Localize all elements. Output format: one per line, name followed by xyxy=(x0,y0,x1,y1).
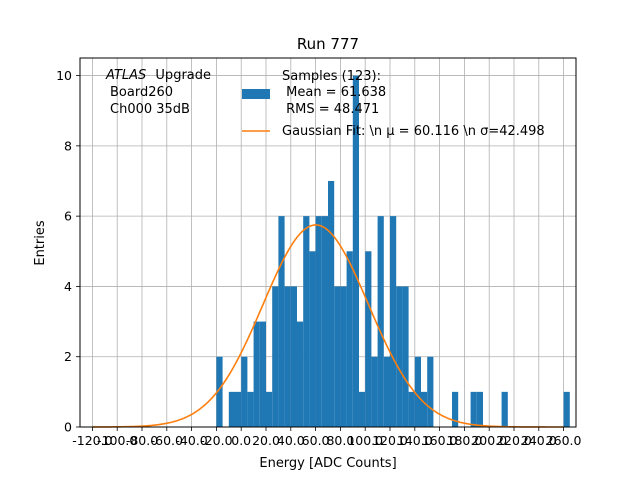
x-tick-label: 80.0 xyxy=(326,433,354,448)
y-axis-label: Entries xyxy=(33,220,48,266)
histogram-bar xyxy=(346,251,353,427)
histogram-bar xyxy=(470,391,477,427)
x-tick-label: -20.0 xyxy=(200,433,232,448)
annotation-channel: Ch000 35dB xyxy=(110,102,190,117)
legend-rms-label: RMS = 48.471 xyxy=(282,102,379,117)
histogram-bar xyxy=(402,286,409,427)
histogram-bar xyxy=(228,391,235,427)
annotation-board: Board260 xyxy=(110,85,173,100)
histogram-bar xyxy=(247,391,254,427)
histogram-bar xyxy=(359,391,366,427)
histogram-bar xyxy=(297,321,304,427)
gaussian-fit xyxy=(92,224,564,428)
x-tick-label: -40.0 xyxy=(175,433,207,448)
histogram-bar xyxy=(390,216,397,427)
histogram-bar xyxy=(452,391,459,427)
x-tick-label: -80.0 xyxy=(126,433,158,448)
histogram-bar xyxy=(377,216,384,427)
x-tick-label: 100.0 xyxy=(347,433,383,448)
x-tick-label: 20.0 xyxy=(252,433,280,448)
histogram-bar xyxy=(272,286,279,427)
histogram-bar xyxy=(476,391,483,427)
histogram-bar xyxy=(253,321,260,427)
x-tick-label: 260.0 xyxy=(546,433,582,448)
x-tick-label: 60.0 xyxy=(302,433,330,448)
x-tick-label: 180.0 xyxy=(447,433,483,448)
histogram-bar xyxy=(235,391,242,427)
y-tick-label: 4 xyxy=(64,279,72,294)
histogram-bar xyxy=(383,356,390,427)
annotation-line-1: ATLAS Upgrade xyxy=(105,68,211,83)
chart-title: Run 777 xyxy=(297,35,359,53)
atlas-annotation: ATLAS Upgrade Board260 Ch000 35dB xyxy=(105,68,211,117)
histogram-bar xyxy=(396,286,403,427)
histogram-bar xyxy=(352,75,359,428)
histogram-bar xyxy=(315,216,322,427)
x-tick-label: -120.0 xyxy=(72,433,112,448)
histogram-bar xyxy=(241,356,248,427)
y-tick-label: 2 xyxy=(64,349,72,364)
x-tick-label: 140.0 xyxy=(397,433,433,448)
x-tick-label: 220.0 xyxy=(496,433,532,448)
histogram-bar xyxy=(309,251,316,427)
gaussian-fit-curve xyxy=(92,224,564,428)
legend: Samples (123): Mean = 61.638 RMS = 48.47… xyxy=(242,69,545,139)
annotation-upgrade: Upgrade xyxy=(155,68,211,83)
histogram-bar xyxy=(334,286,341,427)
y-tick-label: 6 xyxy=(64,209,72,224)
x-tick-label: 40.0 xyxy=(277,433,305,448)
histogram-bar xyxy=(371,356,378,427)
x-tick-label: 0.0 xyxy=(231,433,251,448)
legend-mean-label: Mean = 61.638 xyxy=(282,85,386,100)
x-tick-label: 120.0 xyxy=(372,433,408,448)
axes-frame xyxy=(79,57,577,428)
axes xyxy=(79,57,577,428)
legend-fit-label: Gaussian Fit: \n μ = 60.116 \n σ=42.498 xyxy=(282,124,545,139)
histogram-bar xyxy=(216,356,223,427)
histogram-bar xyxy=(328,181,335,427)
histogram-bars xyxy=(216,75,570,428)
histogram-bar xyxy=(501,391,508,427)
annotation-atlas: ATLAS xyxy=(105,68,146,83)
y-tick-label: 0 xyxy=(64,420,72,435)
x-ticks: -120.0-100.0-80.0-60.0-40.0-20.00.0 20.04… xyxy=(72,427,582,448)
y-ticks: 0 2 4 6 8 10 xyxy=(56,68,80,435)
histogram-bar xyxy=(266,391,273,427)
x-tick-label: -60.0 xyxy=(151,433,183,448)
x-tick-label: 200.0 xyxy=(471,433,507,448)
y-tick-label: 10 xyxy=(56,68,72,83)
histogram-bar xyxy=(365,251,372,427)
x-tick-label: 160.0 xyxy=(422,433,458,448)
histogram-bar xyxy=(340,286,347,427)
histogram-bar xyxy=(321,216,328,427)
histogram-bar xyxy=(278,216,285,427)
y-tick-label: 8 xyxy=(64,138,72,153)
histogram-bar xyxy=(408,391,415,427)
legend-histogram-swatch xyxy=(242,89,270,99)
histogram-bar xyxy=(259,321,266,427)
x-axis-label: Energy [ADC Counts] xyxy=(259,456,396,471)
histogram-bar xyxy=(290,286,297,427)
histogram-bar xyxy=(414,356,421,427)
legend-samples-label: Samples (123): xyxy=(282,69,381,84)
histogram-bar xyxy=(421,391,428,427)
histogram-bar xyxy=(303,216,310,427)
x-tick-label: -100.0 xyxy=(97,433,137,448)
histogram-bar xyxy=(563,391,570,427)
x-tick-label: 240.0 xyxy=(521,433,557,448)
histogram-bar xyxy=(427,356,434,427)
histogram-bar xyxy=(284,286,291,427)
